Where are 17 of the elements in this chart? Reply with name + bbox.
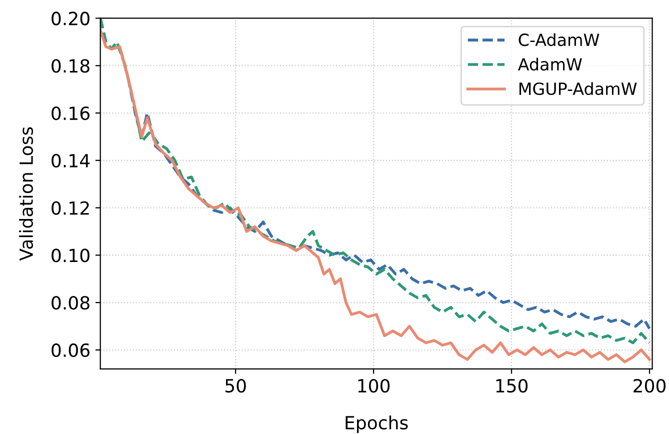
y-tick-label: 0.10 <box>52 248 90 262</box>
x-tick-label: 150 <box>496 378 528 393</box>
legend-label: MGUP-AdamW <box>519 82 637 96</box>
x-tick-label: 100 <box>358 378 390 393</box>
legend-label: C-AdamW <box>518 33 600 46</box>
x-tick-label: 50 <box>225 378 246 393</box>
y-axis-title: Validation Loss <box>19 127 34 261</box>
y-tick-label: 0.16 <box>52 106 90 120</box>
y-tick-label: 0.08 <box>52 296 90 310</box>
y-tick-label: 0.12 <box>52 201 89 215</box>
y-tick-label: 0.06 <box>52 343 90 358</box>
y-tick-label: 0.14 <box>52 154 90 168</box>
legend-label: AdamW <box>518 58 582 71</box>
y-tick-label: 0.18 <box>52 59 90 73</box>
y-tick-label: 0.20 <box>52 12 90 26</box>
x-axis-title: Epochs <box>346 416 408 434</box>
x-tick-label: 200 <box>634 378 666 393</box>
